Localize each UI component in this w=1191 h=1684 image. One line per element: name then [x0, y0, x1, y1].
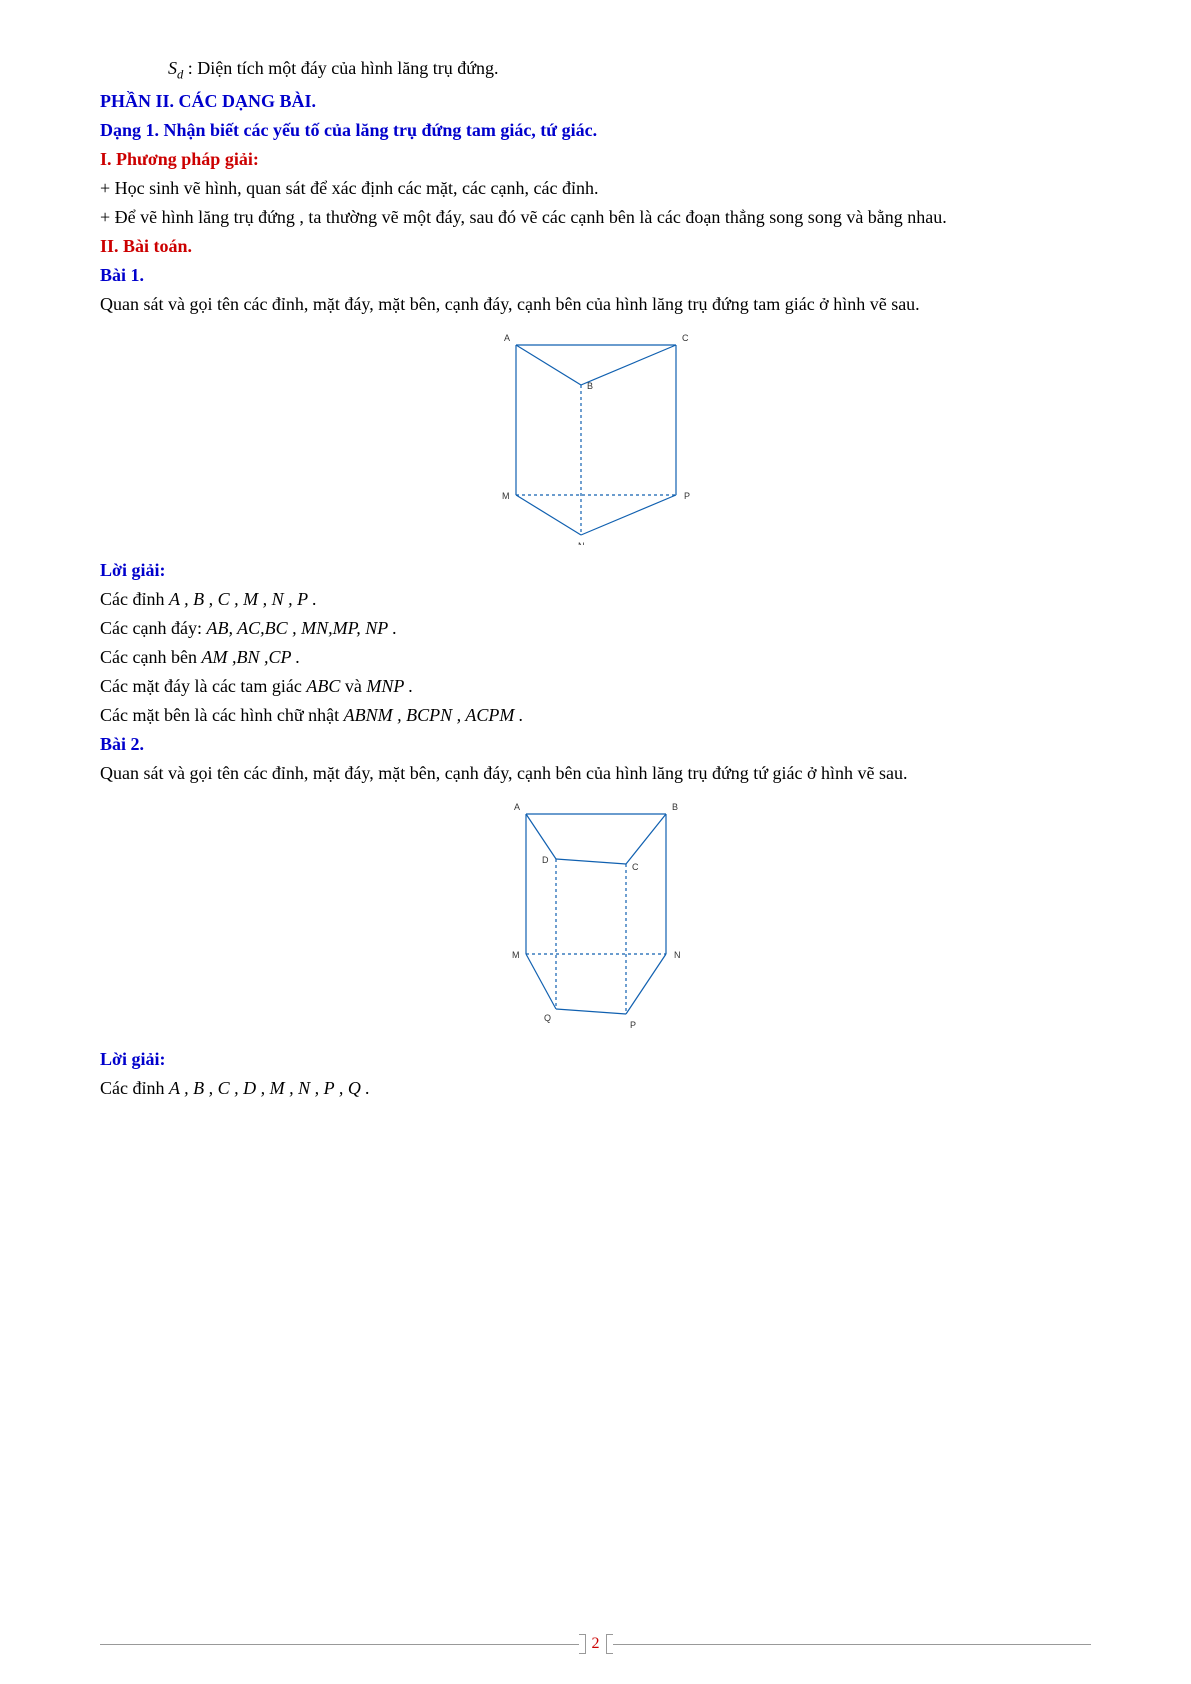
- b1s5a: Các mặt bên là các hình chữ nhật: [100, 705, 344, 725]
- b1s5b: ABNM , BCPN , ACPM .: [344, 705, 524, 725]
- b1-solution-3: Các cạnh bên AM ,BN ,CP .: [100, 647, 1091, 668]
- diagram-prism-quad: A B D C M N Q P: [100, 794, 1091, 1039]
- b2-solution-1: Các đỉnh A , B , C , D , M , N , P , Q .: [100, 1078, 1091, 1099]
- b1-solution-5: Các mặt bên là các hình chữ nhật ABNM , …: [100, 705, 1091, 726]
- heading-loigiai-1: Lời giải:: [100, 560, 1091, 581]
- section-dang1: Dạng 1. Nhận biết các yếu tố của lăng tr…: [100, 120, 1091, 141]
- diagram-prism-triangle: A C B M P N: [100, 325, 1091, 550]
- heading-loigiai-2: Lời giải:: [100, 1049, 1091, 1070]
- bai1-question: Quan sát và gọi tên các đỉnh, mặt đáy, m…: [100, 294, 1091, 315]
- page-number: 2: [586, 1635, 606, 1653]
- b1s1a: Các đỉnh: [100, 589, 169, 609]
- pp-line-2: + Để vẽ hình lăng trụ đứng , ta thường v…: [100, 207, 1091, 228]
- b1s4d: MNP .: [366, 676, 413, 696]
- heading-bai1: Bài 1.: [100, 265, 1091, 286]
- svg-text:Q: Q: [544, 1013, 551, 1023]
- b1s2a: Các cạnh đáy:: [100, 618, 206, 638]
- b1s2b: AB, AC,BC , MN,MP, NP .: [206, 618, 397, 638]
- b1-solution-2: Các cạnh đáy: AB, AC,BC , MN,MP, NP .: [100, 618, 1091, 639]
- svg-text:M: M: [502, 491, 510, 501]
- svg-text:D: D: [542, 855, 549, 865]
- section-phan2: PHẦN II. CÁC DẠNG BÀI.: [100, 91, 1091, 112]
- b1s4c: và: [345, 676, 367, 696]
- page-footer: 2: [100, 1634, 1091, 1654]
- svg-text:N: N: [578, 541, 585, 545]
- svg-text:C: C: [682, 333, 689, 343]
- line-sd: Sd : Diện tích một đáy của hình lăng trụ…: [168, 58, 1091, 83]
- svg-text:P: P: [630, 1020, 636, 1030]
- b1s4a: Các mặt đáy là các tam giác: [100, 676, 306, 696]
- heading-ppgiai: I. Phương pháp giải:: [100, 149, 1091, 170]
- heading-bai2: Bài 2.: [100, 734, 1091, 755]
- b1-solution-4: Các mặt đáy là các tam giác ABC và MNP .: [100, 676, 1091, 697]
- b1s4b: ABC: [306, 676, 340, 696]
- b2s1b: A , B , C , D , M , N , P , Q .: [169, 1078, 370, 1098]
- footer-line-left: [100, 1644, 579, 1645]
- svg-text:B: B: [672, 802, 678, 812]
- pp-line-1: + Học sinh vẽ hình, quan sát để xác định…: [100, 178, 1091, 199]
- bai2-question: Quan sát và gọi tên các đỉnh, mặt đáy, m…: [100, 763, 1091, 784]
- footer-bracket-right: [606, 1634, 613, 1654]
- heading-baitoan: II. Bài toán.: [100, 236, 1091, 257]
- b2s1a: Các đỉnh: [100, 1078, 169, 1098]
- b1-solution-1: Các đỉnh A , B , C , M , N , P .: [100, 589, 1091, 610]
- svg-text:N: N: [674, 950, 681, 960]
- prism1-svg: A C B M P N: [486, 325, 706, 545]
- page: Sd : Diện tích một đáy của hình lăng trụ…: [0, 0, 1191, 1684]
- sd-sub: d: [177, 68, 183, 82]
- svg-text:C: C: [632, 862, 639, 872]
- footer-line-right: [613, 1644, 1092, 1645]
- b1s3b: AM ,BN ,CP .: [201, 647, 300, 667]
- svg-text:A: A: [514, 802, 520, 812]
- svg-text:P: P: [684, 491, 690, 501]
- footer-bracket-left: [579, 1634, 586, 1654]
- svg-text:M: M: [512, 950, 520, 960]
- sd-text: : Diện tích một đáy của hình lăng trụ đứ…: [188, 58, 499, 78]
- b1s1b: A , B , C , M , N , P .: [169, 589, 317, 609]
- sd-symbol: S: [168, 58, 177, 78]
- b1s3a: Các cạnh bên: [100, 647, 201, 667]
- svg-text:B: B: [587, 381, 593, 391]
- prism2-svg: A B D C M N Q P: [486, 794, 706, 1034]
- svg-text:A: A: [504, 333, 510, 343]
